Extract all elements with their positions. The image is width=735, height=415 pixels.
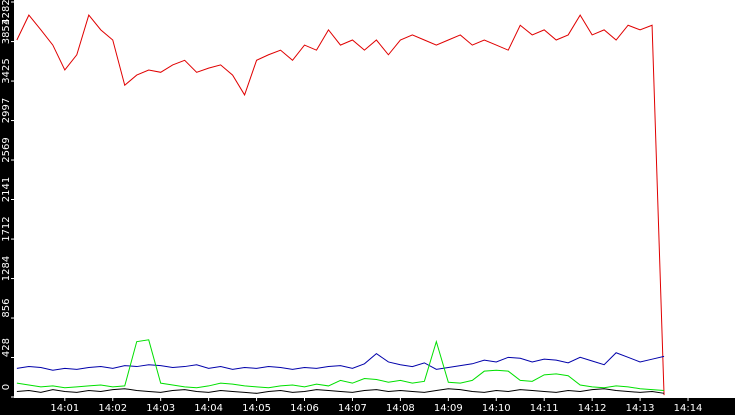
y-axis-strip: [0, 0, 14, 415]
series-line: [16, 339, 665, 392]
y-tick-label: 0: [1, 384, 12, 390]
y-tick-label: 2997: [1, 98, 12, 123]
y-tick-label: 4282: [1, 0, 12, 25]
x-tick-label: 14:05: [242, 403, 271, 414]
x-tick-label: 14:10: [482, 403, 511, 414]
x-tick-label: 14:02: [98, 403, 127, 414]
series-line: [16, 388, 665, 394]
x-tick-label: 14:11: [530, 403, 559, 414]
y-tick-label: 1284: [1, 256, 12, 281]
x-tick-label: 14:09: [434, 403, 463, 414]
x-tick-label: 14:01: [50, 403, 79, 414]
x-tick-label: 14:07: [338, 403, 367, 414]
y-tick-label: 428: [1, 338, 12, 357]
series-line: [16, 14, 665, 396]
x-tick-label: 14:03: [146, 403, 175, 414]
x-tick-label: 14:06: [290, 403, 319, 414]
y-tick-label: 3425: [1, 58, 12, 83]
x-tick-label: 14:14: [674, 403, 703, 414]
x-tick-label: 14:12: [578, 403, 607, 414]
x-tick-label: 14:08: [386, 403, 415, 414]
x-axis-strip: [0, 398, 735, 415]
y-tick-label: 1712: [1, 216, 12, 241]
x-tick-label: 14:13: [626, 403, 655, 414]
y-tick-label: 2141: [1, 177, 12, 202]
x-tick-label: 14:04: [194, 403, 223, 414]
y-tick-label: 3853: [1, 19, 12, 44]
series-line: [16, 352, 665, 371]
y-tick-label: 2569: [1, 137, 12, 162]
y-tick-label: 856: [1, 298, 12, 317]
